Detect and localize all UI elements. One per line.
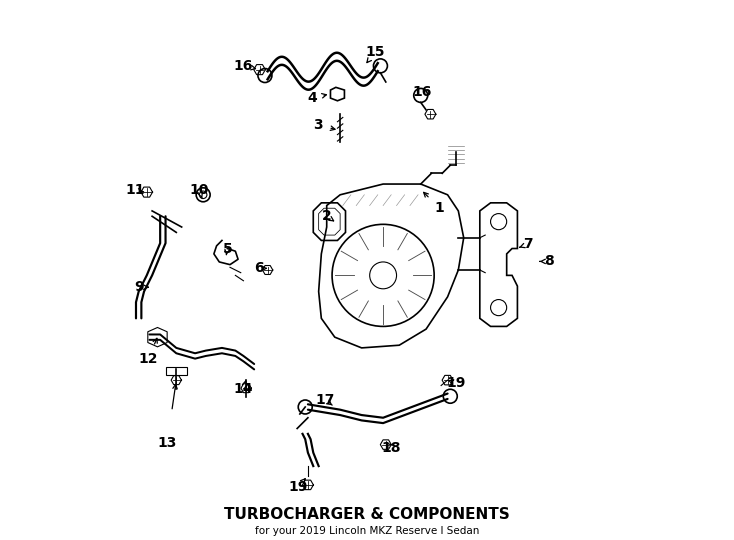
Text: 19: 19 [446,376,465,390]
Text: 8: 8 [544,254,553,268]
Text: 14: 14 [233,382,253,396]
Text: 18: 18 [382,441,401,455]
Text: 7: 7 [523,237,533,251]
Text: 1: 1 [435,201,444,215]
Text: 9: 9 [134,280,144,294]
Text: 5: 5 [222,241,232,255]
Text: for your 2019 Lincoln MKZ Reserve I Sedan: for your 2019 Lincoln MKZ Reserve I Seda… [255,525,479,536]
Text: 4: 4 [308,91,317,105]
Text: 12: 12 [139,352,158,366]
Text: 15: 15 [366,45,385,59]
Text: 2: 2 [321,210,332,223]
Text: 6: 6 [254,261,264,275]
Text: TURBOCHARGER & COMPONENTS: TURBOCHARGER & COMPONENTS [224,507,510,522]
Text: 10: 10 [189,184,209,198]
Text: 11: 11 [126,184,145,198]
Text: 17: 17 [316,393,335,407]
Text: 3: 3 [313,118,322,132]
Text: 16: 16 [412,85,432,99]
Text: 19: 19 [288,480,308,494]
Text: 16: 16 [233,59,253,73]
Text: 13: 13 [158,436,177,450]
